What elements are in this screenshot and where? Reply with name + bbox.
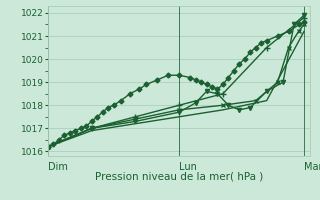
X-axis label: Pression niveau de la mer( hPa ): Pression niveau de la mer( hPa ) bbox=[95, 172, 263, 182]
Text: Lun: Lun bbox=[179, 162, 197, 172]
Text: Mar: Mar bbox=[304, 162, 320, 172]
Text: Dim: Dim bbox=[48, 162, 68, 172]
